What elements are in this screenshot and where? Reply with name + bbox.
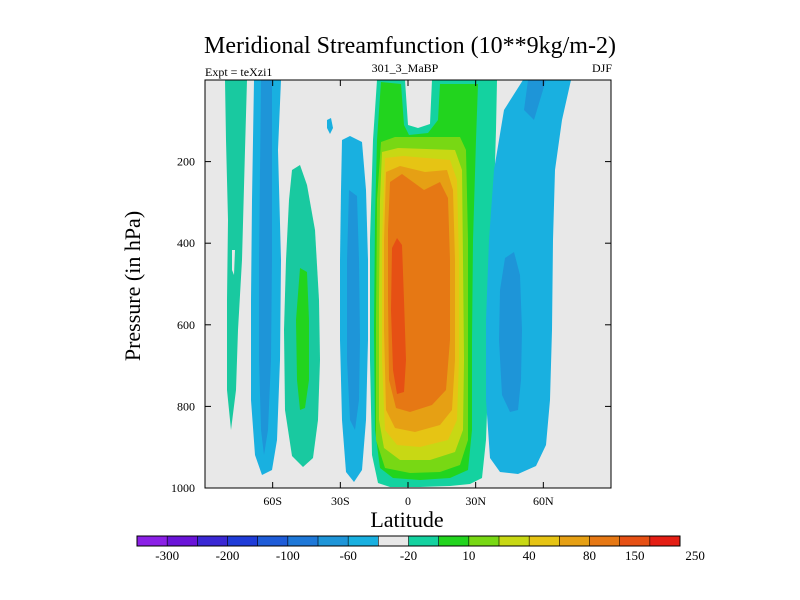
colorbar-label: 250 (685, 548, 705, 563)
colorbar-labels: -300 -200 -100 -60 -20 10 40 80 150 250 (155, 548, 705, 563)
contour-far-south-green (225, 80, 247, 430)
colorbar-swatch (257, 536, 289, 546)
colorbar-swatch (438, 536, 470, 546)
y-tick-label: 800 (177, 399, 195, 413)
x-tick-label: 60N (533, 494, 554, 508)
contour-blue-fleck (327, 118, 333, 134)
contour-south-polar-inner (259, 80, 272, 455)
colorbar-swatch (287, 536, 319, 546)
experiment-label: Expt = teXzi1 (205, 65, 272, 79)
colorbar-label: -60 (339, 548, 356, 563)
colorbar-label: -100 (276, 548, 300, 563)
colorbar-label: 80 (583, 548, 596, 563)
y-tick-label: 400 (177, 236, 195, 250)
contour-fields (225, 80, 571, 487)
colorbar-swatch (619, 536, 651, 546)
y-tick-label: 200 (177, 155, 195, 169)
colorbar-swatch (468, 536, 500, 546)
x-tick-label: 30S (331, 494, 350, 508)
colorbar-swatch (197, 536, 228, 546)
colorbar-label: 10 (462, 548, 475, 563)
x-tick-label: 60S (263, 494, 282, 508)
colorbar-label: -20 (400, 548, 417, 563)
colorbar-label: 150 (625, 548, 645, 563)
colorbar-label: -300 (155, 548, 179, 563)
chart-title: Meridional Streamfunction (10**9kg/m-2) (204, 33, 616, 59)
x-tick-label: 30N (465, 494, 486, 508)
colorbar-swatch (499, 536, 530, 546)
contour-northern-blue-inner (524, 80, 546, 120)
colorbar-swatch (227, 536, 259, 546)
colorbar-swatch (529, 536, 560, 546)
contour-southern-green-inner (296, 268, 309, 410)
contour-far-south-gray-gap (232, 250, 235, 275)
colorbar-swatch (318, 536, 349, 546)
season-label: DJF (592, 61, 612, 75)
run-label: 301_3_MaBP (372, 61, 439, 75)
y-axis-title: Pressure (in hPa) (120, 211, 145, 361)
colorbar-swatch (589, 536, 621, 546)
y-axis-ticks: 200 400 600 800 1000 (171, 155, 611, 495)
colorbar-swatch (408, 536, 440, 546)
x-axis-ticks: 60S 30S 0 30N 60N (263, 80, 554, 508)
y-tick-label: 600 (177, 318, 195, 332)
contour-northern-blue-core (499, 252, 522, 412)
colorbar-swatch (649, 536, 681, 546)
colorbar-swatch (559, 536, 590, 546)
colorbar-label: -200 (216, 548, 240, 563)
x-tick-label: 0 (405, 494, 411, 508)
colorbar (136, 535, 681, 547)
x-axis-title: Latitude (370, 507, 443, 532)
colorbar-swatch (378, 536, 409, 546)
contour-hadley-red-orange (391, 238, 406, 394)
contour-southern-blue-inner (347, 190, 360, 430)
colorbar-swatch (167, 536, 198, 546)
colorbar-swatch (137, 536, 168, 546)
colorbar-swatch (348, 536, 379, 546)
colorbar-label: 40 (523, 548, 536, 563)
y-tick-label: 1000 (171, 481, 195, 495)
